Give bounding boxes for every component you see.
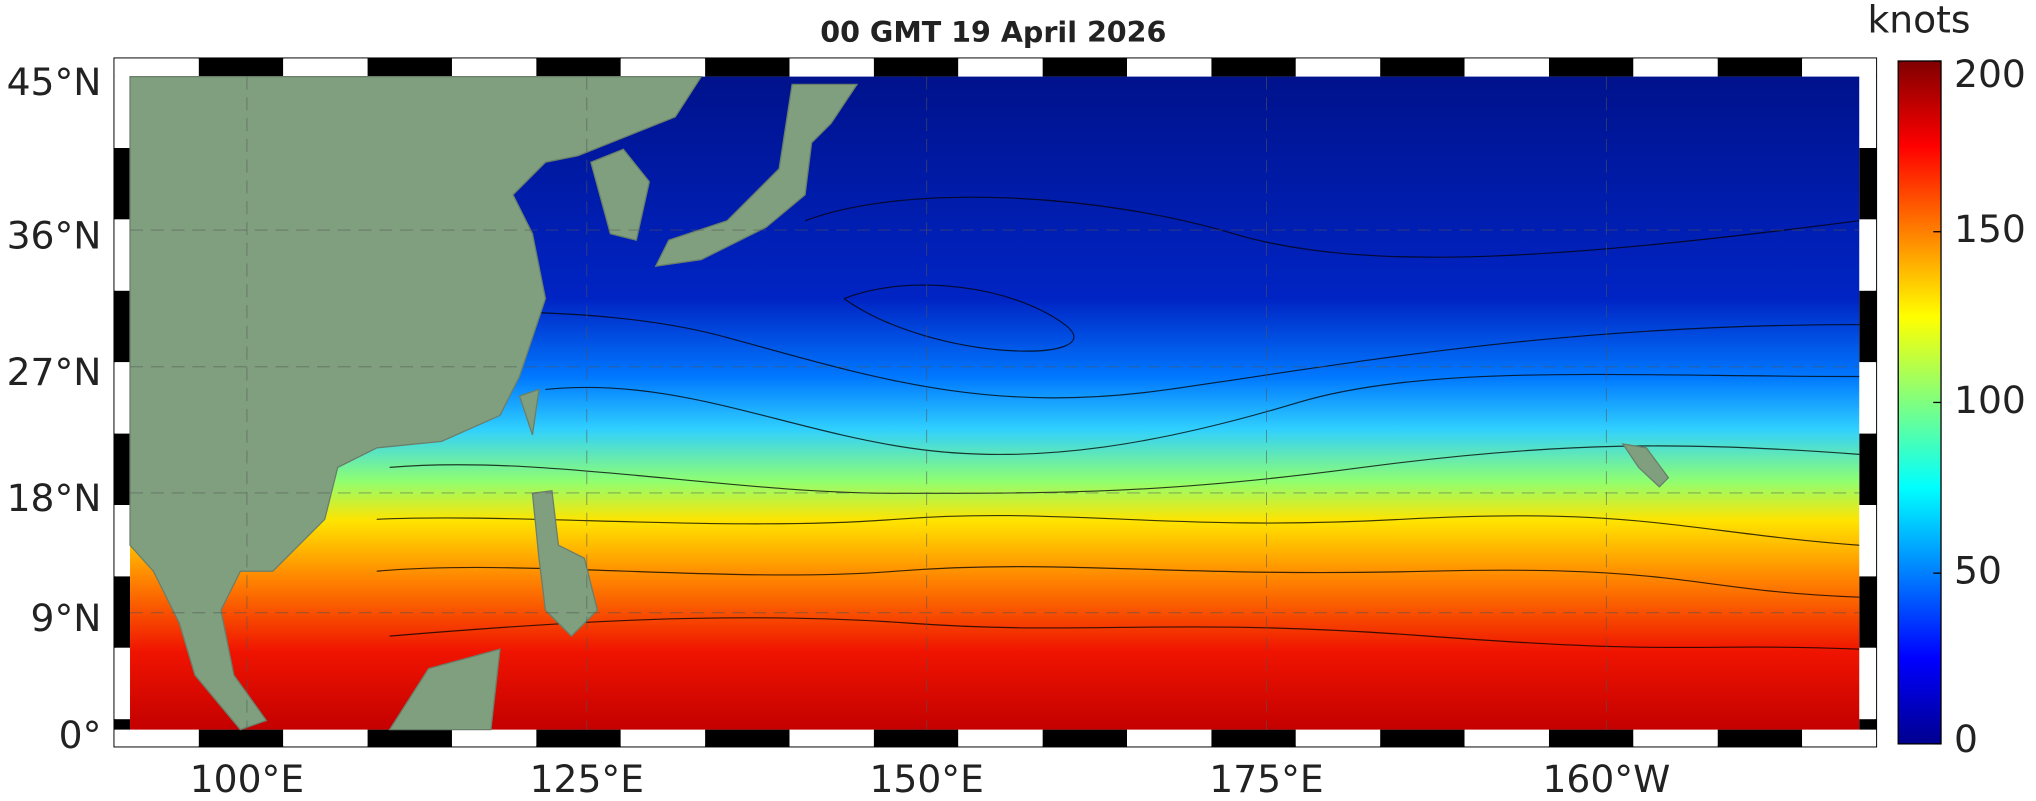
colorbar-label: knots (1867, 0, 1970, 42)
lat-tick-label: 9°N (31, 596, 102, 640)
frame-band (367, 58, 452, 77)
frame-band (1802, 729, 1877, 747)
frame-band (1295, 729, 1381, 747)
frame-band (1127, 729, 1212, 747)
contours (129, 196, 1860, 650)
frame-band (1859, 219, 1877, 291)
frame-band (1380, 58, 1465, 77)
frame-band (536, 729, 621, 747)
frame-band (114, 729, 199, 747)
frame-band (1859, 290, 1877, 363)
frame-band (367, 729, 452, 747)
frame-band (873, 58, 959, 77)
frame-band (1859, 505, 1877, 577)
frame-band (283, 58, 368, 77)
frame-band (114, 147, 131, 220)
map-title: 00 GMT 19 April 2026 (820, 15, 1166, 49)
frame-band (873, 729, 959, 747)
lon-tick-label: 150°E (869, 757, 983, 801)
map-frame (113, 57, 1878, 748)
frame-band (1042, 729, 1128, 747)
frame-band (114, 719, 131, 730)
frame-band (114, 58, 199, 77)
frame-band (1633, 729, 1718, 747)
frame-band (1464, 729, 1549, 747)
frame-band (1464, 58, 1549, 77)
frame-band (1859, 433, 1877, 506)
frame-band (705, 58, 790, 77)
lat-tick-label: 36°N (7, 213, 102, 257)
lat-tick-label: 0° (59, 713, 102, 757)
frame-band (198, 58, 284, 77)
frame-band (1633, 58, 1718, 77)
frame-band (1859, 719, 1877, 730)
colorbar-tick-label: 0 (1954, 717, 1978, 761)
frame-band (1802, 58, 1877, 77)
frame-band (1211, 729, 1296, 747)
land (129, 75, 1670, 731)
frame-band (620, 729, 706, 747)
frame-band (114, 505, 131, 577)
lon-tick-label: 160°W (1542, 757, 1670, 801)
frame-band (451, 58, 537, 77)
frame-band (1127, 58, 1212, 77)
frame-band (789, 729, 874, 747)
frame-band (958, 58, 1043, 77)
frame-band (114, 647, 131, 720)
frame-band (789, 58, 874, 77)
frame-band (451, 729, 537, 747)
frame-band (1380, 729, 1465, 747)
frame-band (114, 576, 131, 648)
frame-band (1717, 58, 1803, 77)
frame-band (1859, 362, 1877, 434)
frame-band (1859, 576, 1877, 648)
frame-band (705, 729, 790, 747)
frame-band (114, 433, 131, 506)
lat-tick-label: 18°N (7, 476, 102, 520)
lat-tick-label: 27°N (7, 350, 102, 394)
frame-band (1859, 147, 1877, 220)
frame-band (958, 729, 1043, 747)
frame-band (1042, 58, 1128, 77)
frame-band (1717, 729, 1803, 747)
lon-tick-label: 175°E (1209, 757, 1323, 801)
frame-band (114, 290, 131, 363)
frame-band (114, 219, 131, 291)
frame-band (1859, 647, 1877, 720)
colorbar-tick-label: 200 (1954, 52, 2026, 96)
frame-band (1295, 58, 1381, 77)
frame-band (1859, 76, 1877, 148)
colorbar-tick-label: 150 (1954, 207, 2026, 251)
frame-band (1548, 729, 1634, 747)
frame-band (1548, 58, 1634, 77)
lon-tick-label: 125°E (530, 757, 644, 801)
lat-tick-label: 45°N (7, 60, 102, 104)
lon-tick-label: 100°E (190, 757, 304, 801)
frame-band (283, 729, 368, 747)
frame-band (114, 362, 131, 434)
colorbar-tick-label: 50 (1954, 549, 2002, 593)
frame-band (198, 729, 284, 747)
frame-band (536, 58, 621, 77)
frame-band (620, 58, 706, 77)
colorbar-tick-label: 100 (1954, 378, 2026, 422)
frame-band (1211, 58, 1296, 77)
frame-band (114, 76, 131, 148)
